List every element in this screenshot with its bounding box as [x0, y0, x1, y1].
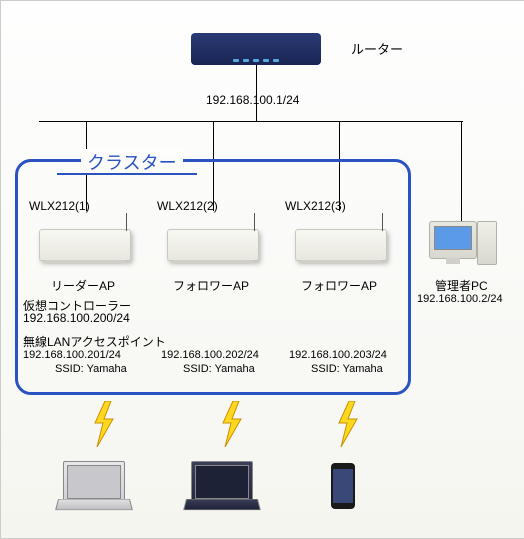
ap2-icon [167, 229, 259, 261]
admin-pc-ip: 192.168.100.2/24 [417, 293, 503, 305]
router-ip: 192.168.100.1/24 [206, 93, 299, 107]
router-label: ルーター [351, 39, 403, 58]
laptop-2-icon [191, 461, 253, 503]
ap2-role: フォロワーAP [173, 277, 249, 294]
router-icon [191, 33, 321, 65]
ap1-ssid: SSID: Yamaha [55, 363, 127, 375]
ap3-ssid: SSID: Yamaha [311, 363, 383, 375]
admin-pc-monitor-icon [429, 221, 477, 259]
cluster-title-underline [57, 173, 197, 175]
ap3-ip: 192.168.100.203/24 [289, 349, 387, 361]
wlan-label: 無線LANアクセスポイント [23, 333, 166, 350]
ap2-ip: 192.168.100.202/24 [161, 349, 259, 361]
ap1-icon [39, 229, 131, 261]
admin-pc-label: 管理者PC [435, 277, 488, 294]
drop-pc [461, 121, 462, 221]
ap3-antenna [382, 213, 383, 231]
laptop-1-base [55, 499, 133, 510]
wifi-bolt-3-icon [335, 401, 361, 447]
ap2-name: WLX212(2) [157, 199, 218, 213]
ap3-role: フォロワーAP [301, 277, 377, 294]
laptop-1-icon [63, 461, 125, 503]
ap3-icon [295, 229, 387, 261]
ap1-name: WLX212(1) [29, 199, 90, 213]
ap2-ssid: SSID: Yamaha [183, 363, 255, 375]
ap1-antenna [126, 213, 127, 231]
ap1-role: リーダーAP [51, 277, 115, 294]
smartphone-icon [331, 463, 355, 509]
laptop-2-base [183, 499, 261, 510]
admin-pc-tower-icon [477, 221, 497, 265]
cluster-title: クラスター [81, 149, 183, 175]
wifi-bolt-1-icon [91, 401, 117, 447]
ap2-antenna [254, 213, 255, 231]
router-downlink [256, 65, 257, 121]
wifi-bolt-2-icon [219, 401, 245, 447]
network-diagram: ルーター 192.168.100.1/24 クラスター WLX212(1) リー… [0, 0, 524, 539]
backbone [39, 121, 463, 122]
ap1-ip: 192.168.100.201/24 [23, 349, 121, 361]
virtual-controller-ip: 192.168.100.200/24 [23, 311, 130, 325]
ap3-name: WLX212(3) [285, 199, 346, 213]
